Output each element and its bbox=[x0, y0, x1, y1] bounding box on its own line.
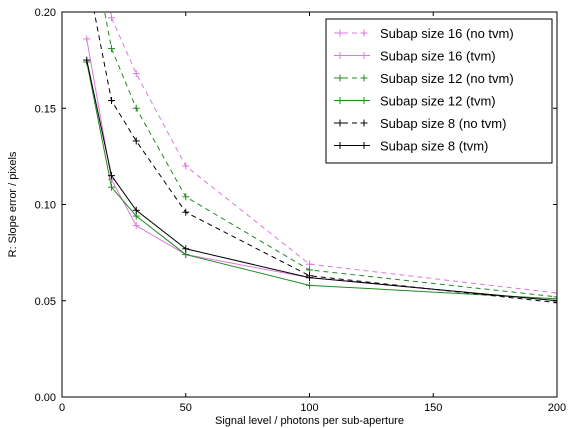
legend-box bbox=[325, 18, 553, 164]
legend-marker bbox=[360, 97, 368, 104]
data-point-marker bbox=[306, 274, 313, 282]
legend-entry: Subap size 16 (tvm) bbox=[334, 49, 496, 64]
data-point-marker bbox=[553, 293, 557, 301]
data-point-marker bbox=[553, 295, 557, 303]
data-point-marker bbox=[553, 289, 557, 297]
legend: Subap size 16 (no tvm) Subap size 16 (tvm… bbox=[325, 18, 553, 164]
legend-marker bbox=[336, 97, 344, 104]
legend-label: Subap size 8 (tvm) bbox=[380, 139, 488, 154]
data-point-marker bbox=[306, 281, 313, 289]
legend-entry: Subap size 12 (tvm) bbox=[334, 94, 496, 109]
series-1 bbox=[108, 12, 557, 297]
legend-marker bbox=[360, 52, 368, 59]
data-point-marker bbox=[108, 14, 115, 22]
y-tick-label: 0.10 bbox=[35, 200, 56, 212]
legend-marker bbox=[336, 119, 344, 127]
data-point-marker bbox=[108, 172, 115, 180]
legend-marker bbox=[360, 142, 368, 149]
data-point-marker bbox=[132, 222, 140, 230]
axes-layer: 0 50 100 150 200 0.00 0.05 0.10 0.15 0.20 bbox=[35, 7, 567, 414]
x-axis-label: Signal level / photons per sub-aperture bbox=[215, 415, 404, 427]
legend-entry: Subap size 16 (no tvm) bbox=[334, 26, 514, 41]
series-line bbox=[86, 60, 557, 302]
y-tick-label: 0.05 bbox=[35, 296, 56, 308]
data-point-marker bbox=[108, 183, 115, 191]
data-point-marker bbox=[182, 245, 190, 253]
data-point-marker bbox=[83, 56, 91, 64]
series-line bbox=[104, 12, 557, 298]
legend-marker bbox=[336, 74, 344, 82]
legend-label: Subap size 16 (tvm) bbox=[380, 49, 496, 64]
legend-label: Subap size 12 (no tvm) bbox=[380, 71, 514, 86]
data-point-marker bbox=[182, 208, 190, 216]
legend-label: Subap size 16 (no tvm) bbox=[380, 26, 514, 41]
legend-marker bbox=[360, 119, 368, 127]
data-point-marker bbox=[108, 97, 115, 105]
legend-marker bbox=[360, 29, 368, 37]
x-tick-label: 50 bbox=[180, 402, 192, 414]
y-tick-label: 0.00 bbox=[35, 392, 56, 404]
legend-marker bbox=[336, 29, 344, 37]
x-tick-label: 200 bbox=[548, 402, 566, 414]
data-point-marker bbox=[553, 299, 557, 307]
legend-marker bbox=[336, 52, 344, 59]
series-line bbox=[86, 61, 557, 300]
data-point-marker bbox=[132, 206, 140, 214]
series-3 bbox=[104, 12, 557, 301]
series-layer bbox=[83, 12, 557, 307]
x-tick-label: 150 bbox=[424, 402, 442, 414]
y-axis-label: R: Slope error / pixels bbox=[7, 151, 19, 257]
data-point-marker bbox=[83, 35, 91, 43]
series-5 bbox=[93, 12, 557, 307]
legend-marker bbox=[360, 74, 368, 82]
legend-label: Subap size 12 (tvm) bbox=[380, 94, 496, 109]
data-point-marker bbox=[132, 70, 140, 78]
data-point-marker bbox=[182, 162, 190, 170]
legend-entry: Subap size 8 (no tvm) bbox=[334, 116, 506, 131]
y-tick-label: 0.20 bbox=[35, 7, 56, 19]
legend-label: Subap size 8 (no tvm) bbox=[380, 116, 506, 131]
data-point-marker bbox=[108, 45, 115, 53]
legend-entry: Subap size 12 (no tvm) bbox=[334, 71, 514, 86]
legend-marker bbox=[336, 142, 344, 149]
series-line bbox=[93, 12, 557, 304]
data-point-marker bbox=[132, 137, 140, 145]
data-point-marker bbox=[132, 104, 140, 112]
legend-entries: Subap size 16 (no tvm) Subap size 16 (tvm… bbox=[334, 26, 514, 154]
legend-entry: Subap size 8 (tvm) bbox=[334, 139, 488, 154]
data-point-marker bbox=[182, 193, 190, 201]
x-tick-label: 100 bbox=[300, 402, 318, 414]
y-tick-label: 0.15 bbox=[35, 103, 56, 115]
x-tick-label: 0 bbox=[59, 402, 65, 414]
